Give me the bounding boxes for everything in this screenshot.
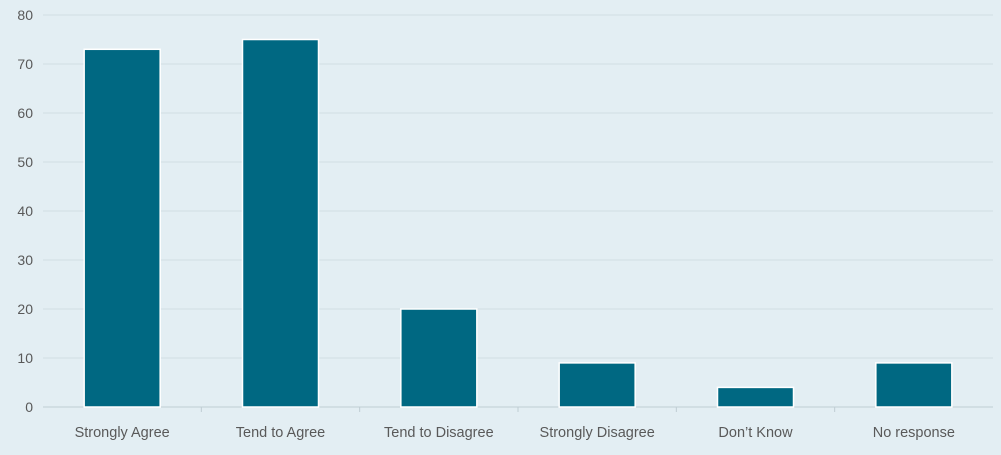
y-tick-label: 30	[17, 252, 33, 268]
x-tick-label: No response	[873, 425, 955, 441]
y-tick-label: 60	[17, 105, 33, 121]
x-tick-label: Tend to Agree	[236, 425, 326, 441]
bar	[400, 308, 478, 408]
gridlines	[43, 14, 993, 408]
y-tick-label: 70	[17, 56, 33, 72]
y-tick-label: 40	[17, 203, 33, 219]
x-tick-label: Strongly Disagree	[540, 425, 655, 441]
bar	[241, 38, 320, 408]
y-tick-label: 0	[25, 399, 33, 415]
bar	[875, 362, 953, 408]
x-tick-label: Don’t Know	[718, 425, 793, 441]
y-tick-label: 50	[17, 154, 33, 170]
y-tick-label: 80	[17, 7, 33, 23]
y-axis-ticks: 0 10 20 30 40 50 60 70 80	[17, 7, 33, 415]
x-axis-ticks: Strongly Agree Tend to Agree Tend to Disag…	[75, 407, 955, 441]
x-tick-label: Strongly Agree	[75, 425, 170, 441]
bar	[83, 48, 161, 408]
y-tick-label: 10	[17, 350, 33, 366]
bars	[83, 38, 953, 408]
x-tick-label: Tend to Disagree	[384, 425, 494, 441]
y-tick-label: 20	[17, 301, 33, 317]
bar	[716, 386, 795, 408]
bar	[558, 362, 636, 408]
